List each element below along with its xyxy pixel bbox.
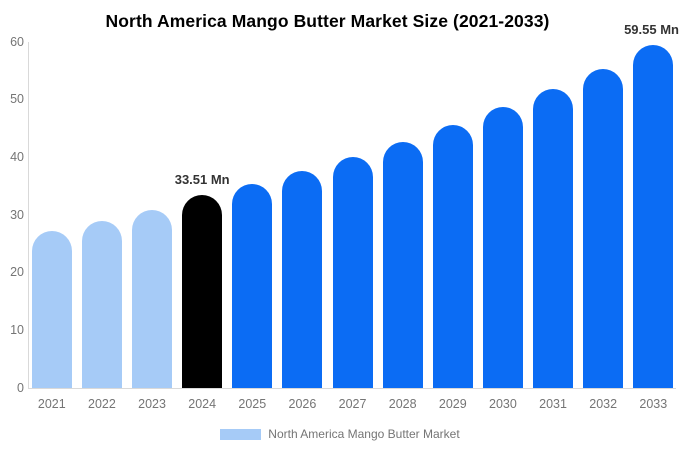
bar-2024 [182,194,223,388]
y-tick-label: 60 [10,34,24,49]
bar-2029 [432,125,473,388]
x-tick-label: 2030 [489,397,517,411]
x-axis-line [28,388,676,389]
x-tick-label: 2027 [338,397,367,411]
x-tick-label: 2032 [589,397,618,411]
x-tick-label: 2022 [88,397,116,411]
bar-2033 [633,44,674,388]
y-axis-line [28,42,29,388]
legend-swatch [220,428,262,440]
x-tick-label: 2029 [438,397,467,411]
y-tick-label: 0 [17,380,24,395]
x-tick-label: 2023 [138,397,166,411]
value-label-2033: 59.55 Mn [624,21,679,37]
y-tick-label: 30 [10,207,24,222]
bar-2027 [332,156,373,388]
y-tick-label: 50 [10,92,24,107]
value-label-2024: 33.51 Mn [174,171,230,187]
bar-2028 [382,141,423,388]
bar-2023 [132,209,173,388]
bar-2031 [533,88,574,388]
bar-2021 [31,231,72,388]
x-tick-label: 2031 [539,397,567,411]
legend-label: North America Mango Butter Market [268,427,460,441]
chart-title: North America Mango Butter Market Size (… [105,11,550,31]
bar-2025 [232,184,273,388]
x-tick-label: 2026 [288,397,317,411]
y-tick-label: 20 [10,265,24,280]
x-tick-label: 2021 [37,397,66,411]
bar-2022 [81,220,122,388]
bar-2032 [583,68,624,388]
legend: North America Mango Butter Market [0,427,680,441]
x-tick-label: 2028 [388,397,417,411]
x-tick-label: 2025 [238,397,267,411]
y-tick-label: 40 [10,150,24,165]
bar-2026 [282,171,323,388]
y-tick-label: 10 [10,322,24,337]
x-tick-label: 2024 [188,397,217,411]
x-tick-label: 2033 [639,397,668,411]
bar-2030 [482,107,523,388]
